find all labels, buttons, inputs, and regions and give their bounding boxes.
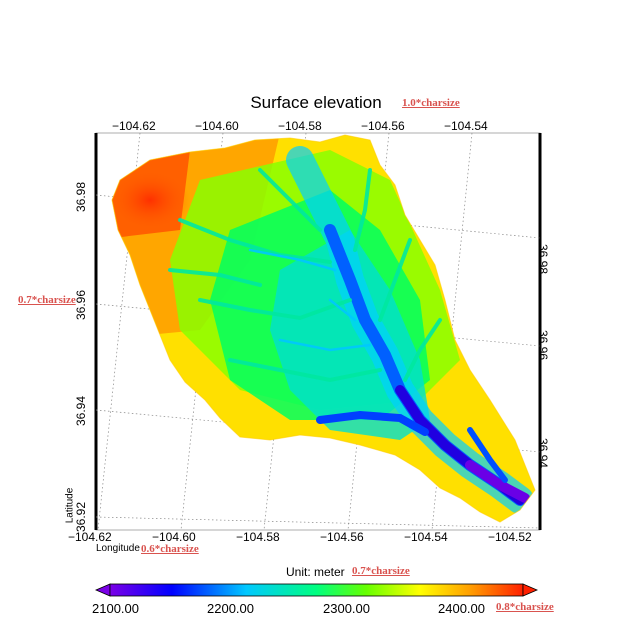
longitude-axis-title: Longitude — [96, 543, 140, 554]
left-lat-label: 36.92 — [74, 501, 89, 533]
left-lat-label: 36.96 — [74, 289, 89, 321]
bottom-lon-label: −104.62 — [68, 530, 112, 544]
colorbar-high-arrow — [522, 583, 539, 597]
top-lon-label: −104.62 — [112, 119, 156, 133]
lon-label-size-annotation: 0.6*charsize — [141, 543, 199, 555]
tick-size-annotation: 0.8*charsize — [496, 601, 554, 613]
basin-outline — [111, 134, 536, 523]
latitude-axis-title: Latitude — [64, 487, 76, 524]
top-lon-label: −104.56 — [361, 119, 405, 133]
left-lat-label: 36.98 — [74, 181, 89, 213]
colorbar — [94, 583, 539, 597]
colorbar-low-arrow — [94, 583, 111, 597]
bottom-lon-label: −104.52 — [488, 530, 532, 544]
bottom-lon-label: −104.60 — [152, 530, 196, 544]
colorbar-tick: 2400.00 — [438, 601, 485, 616]
lat-label-size-annotation: 0.7*charsize — [18, 294, 76, 306]
colorbar-tick: 2200.00 — [207, 601, 254, 616]
map-title: Surface elevation — [250, 93, 382, 112]
top-lon-label: −104.54 — [444, 119, 488, 133]
bottom-lon-label: −104.54 — [404, 530, 448, 544]
right-lat-label: 36.98 — [536, 243, 551, 275]
top-lon-label: −104.58 — [278, 119, 322, 133]
top-lon-label: −104.60 — [195, 119, 239, 133]
bottom-lon-label: −104.58 — [236, 530, 280, 544]
right-lat-label: 36.94 — [536, 437, 551, 469]
colorbar-unit-label: Unit: meter — [286, 565, 345, 579]
bottom-lon-label: −104.56 — [320, 530, 364, 544]
left-lat-label: 36.94 — [74, 395, 89, 427]
title-size-annotation: 1.0*charsize — [402, 97, 460, 109]
elevation-field — [112, 135, 535, 522]
colorbar-tick: 2100.00 — [92, 601, 139, 616]
colorbar-gradient — [109, 583, 524, 597]
unit-size-annotation: 0.7*charsize — [352, 565, 410, 577]
right-lat-label: 36.96 — [536, 329, 551, 361]
colorbar-tick: 2300.00 — [323, 601, 370, 616]
